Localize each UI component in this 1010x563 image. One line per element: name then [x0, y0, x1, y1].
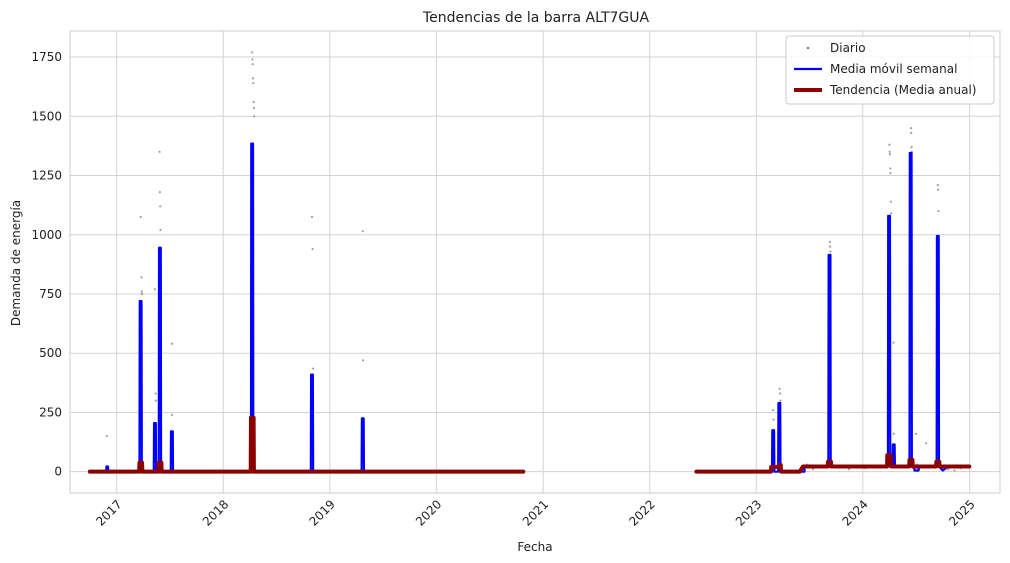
daily-point: [947, 468, 950, 471]
daily-point: [140, 276, 143, 279]
daily-point: [847, 468, 851, 471]
daily-point: [140, 292, 144, 296]
legend-label: Media móvil semanal: [830, 62, 957, 76]
y-axis-label: Demanda de energía: [9, 200, 23, 326]
y-tick-label: 750: [39, 287, 62, 301]
daily-point: [937, 188, 940, 191]
daily-point: [310, 215, 314, 219]
daily-point: [252, 106, 255, 110]
daily-point: [910, 131, 913, 134]
daily-point: [252, 82, 255, 85]
y-tick-label: 250: [39, 405, 62, 419]
y-tick-label: 1500: [31, 109, 62, 123]
daily-point: [312, 367, 315, 370]
daily-point: [888, 150, 891, 153]
legend-item: Tendencia (Media anual): [794, 83, 976, 97]
trend-line: [87, 415, 526, 474]
daily-point: [888, 143, 891, 146]
daily-point: [252, 100, 255, 104]
daily-point: [772, 408, 775, 412]
daily-point: [361, 230, 364, 233]
daily-point: [139, 215, 142, 219]
y-tick-label: 1750: [31, 50, 62, 64]
daily-point: [251, 58, 254, 61]
y-tick-label: 500: [39, 346, 62, 360]
daily-point: [311, 247, 314, 251]
daily-point: [361, 359, 365, 362]
daily-point: [892, 341, 895, 344]
daily-point: [889, 200, 892, 203]
y-tick-label: 0: [54, 465, 62, 479]
daily-point: [890, 212, 893, 215]
legend-label: Tendencia (Media anual): [829, 83, 976, 97]
legend-item: Diario: [806, 41, 866, 55]
daily-point: [154, 392, 157, 395]
daily-point: [828, 240, 831, 243]
daily-point: [829, 245, 832, 248]
daily-point: [105, 435, 108, 438]
y-tick-label: 1000: [31, 228, 62, 242]
daily-point: [892, 432, 895, 435]
chart-title: Tendencias de la barra ALT7GUA: [422, 10, 650, 26]
daily-point: [158, 191, 162, 194]
y-axis-ticks: 0 250 500 750 1000 1250 1500 1750: [31, 50, 62, 479]
daily-point: [251, 51, 254, 54]
plot-frame: [69, 30, 1001, 494]
legend: Diario Media móvil semanal Tendencia (Medi…: [785, 35, 995, 105]
daily-point: [154, 399, 157, 402]
daily-point: [153, 288, 157, 291]
x-axis-label: Fecha: [517, 540, 552, 554]
daily-point: [914, 432, 918, 435]
daily-point: [140, 290, 143, 293]
daily-point: [829, 250, 832, 253]
legend-item: Media móvil semanal: [794, 62, 957, 76]
y-tick-label: 1250: [31, 169, 62, 183]
legend-swatch: [806, 46, 810, 50]
grid: [70, 31, 1000, 493]
daily-point: [889, 172, 892, 175]
daily-point: [171, 342, 174, 345]
daily-point: [936, 183, 939, 187]
daily-point: [925, 442, 928, 445]
daily-point: [909, 127, 913, 130]
daily-point: [812, 468, 815, 471]
legend-box: [785, 35, 995, 105]
daily-point: [889, 167, 892, 170]
series-group: [87, 51, 972, 474]
daily-point: [910, 145, 913, 149]
daily-point: [251, 63, 254, 66]
legend-label: Diario: [830, 41, 866, 55]
daily-point: [159, 228, 162, 232]
axes-frame: [69, 30, 1001, 494]
daily-point: [251, 77, 255, 80]
daily-point: [937, 209, 940, 213]
daily-point: [253, 115, 256, 118]
daily-point: [170, 413, 173, 416]
daily-point: [772, 418, 775, 421]
daily-point: [158, 150, 161, 153]
daily-point: [159, 205, 162, 208]
daily-point: [779, 392, 782, 395]
daily-point: [888, 153, 892, 156]
plot-area: [87, 51, 972, 474]
daily-point: [779, 399, 782, 402]
daily-point: [778, 387, 781, 390]
daily-point: [953, 469, 956, 472]
trend-line: [694, 453, 972, 474]
